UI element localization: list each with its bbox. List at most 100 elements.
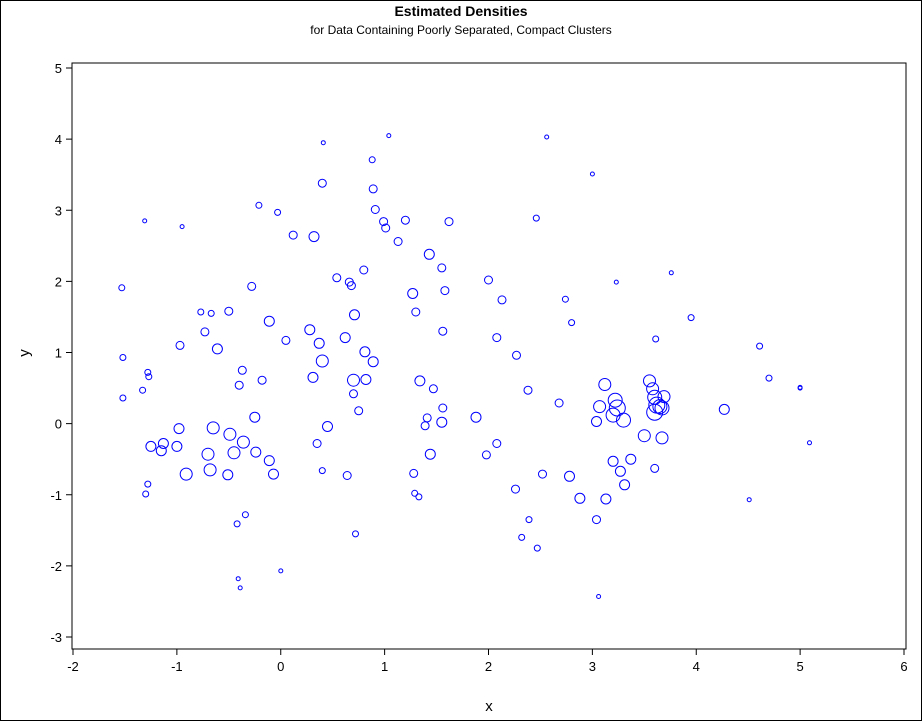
data-point xyxy=(423,248,435,260)
data-point xyxy=(470,411,482,423)
data-point xyxy=(313,337,325,349)
x-axis-label: x xyxy=(485,698,493,715)
data-point xyxy=(591,416,602,427)
data-point xyxy=(200,327,210,337)
chart-title: Estimated Densities xyxy=(394,3,527,19)
data-point xyxy=(197,308,205,316)
data-point xyxy=(118,284,126,292)
data-point xyxy=(320,140,326,146)
chart-subtitle: for Data Containing Poorly Separated, Co… xyxy=(310,23,611,37)
data-point xyxy=(119,394,127,402)
data-point xyxy=(415,493,423,501)
data-point xyxy=(765,374,773,382)
x-tick-label: 5 xyxy=(797,659,804,674)
data-point xyxy=(359,265,369,275)
y-axis: -3 -2 -1 0 1 2 3 4 5 xyxy=(50,61,72,645)
y-tick-label: 4 xyxy=(55,132,62,147)
data-point xyxy=(227,446,241,460)
data-point xyxy=(359,346,371,358)
data-point xyxy=(354,406,364,416)
data-point xyxy=(436,416,448,428)
data-point xyxy=(654,400,670,416)
data-point xyxy=(346,281,356,291)
data-point xyxy=(554,398,564,408)
x-tick-label: 4 xyxy=(693,659,700,674)
data-point xyxy=(144,480,152,488)
data-point xyxy=(492,439,502,448)
data-point xyxy=(407,288,419,299)
y-tick-label: 1 xyxy=(55,346,62,361)
data-point xyxy=(349,389,358,399)
data-point xyxy=(352,530,359,538)
data-point xyxy=(518,533,526,541)
data-point xyxy=(511,484,520,494)
data-point xyxy=(647,389,663,405)
data-point xyxy=(668,270,674,276)
data-point xyxy=(561,295,569,303)
data-point xyxy=(322,421,333,432)
data-point xyxy=(437,263,447,273)
data-point xyxy=(236,435,250,449)
data-point xyxy=(574,492,586,504)
data-point xyxy=(347,373,360,387)
data-point xyxy=(643,374,656,388)
data-point xyxy=(646,382,660,396)
data-point xyxy=(523,385,533,395)
data-point xyxy=(370,205,380,214)
data-point xyxy=(281,335,291,345)
data-point xyxy=(142,218,148,224)
data-point xyxy=(201,447,215,461)
y-tick-label: 3 xyxy=(55,203,62,218)
data-point xyxy=(263,315,275,327)
data-point xyxy=(614,465,626,477)
data-point xyxy=(206,421,220,435)
data-point xyxy=(600,493,612,505)
data-point xyxy=(655,431,669,445)
data-point xyxy=(312,439,322,448)
data-point xyxy=(278,568,284,574)
data-point xyxy=(235,576,241,582)
x-tick-label: 1 xyxy=(381,659,388,674)
data-point xyxy=(481,450,491,460)
x-tick-label: -2 xyxy=(67,659,79,674)
data-point xyxy=(349,309,360,321)
data-point xyxy=(274,208,282,216)
data-point xyxy=(241,511,249,519)
data-point xyxy=(424,448,436,460)
data-point xyxy=(438,326,448,336)
data-point xyxy=(223,427,237,441)
data-point xyxy=(339,332,351,344)
data-point xyxy=(533,544,541,552)
data-point xyxy=(592,515,601,525)
data-point xyxy=(497,295,507,305)
data-point xyxy=(139,386,147,394)
data-point xyxy=(687,314,695,322)
data-point xyxy=(381,223,391,233)
data-point xyxy=(444,217,454,227)
data-point xyxy=(589,171,595,177)
data-point xyxy=(179,467,193,481)
data-point xyxy=(492,333,502,343)
y-tick-label: -1 xyxy=(50,488,62,503)
x-tick-label: -1 xyxy=(171,659,183,674)
data-point xyxy=(440,286,450,296)
data-point xyxy=(596,594,602,599)
data-point xyxy=(211,343,223,355)
data-point xyxy=(598,378,612,391)
data-point xyxy=(233,520,241,528)
data-point xyxy=(428,384,438,394)
data-point xyxy=(145,440,157,452)
y-tick-label: -3 xyxy=(50,630,62,645)
data-point xyxy=(650,463,660,473)
x-tick-label: 0 xyxy=(277,659,284,674)
data-point xyxy=(564,470,575,482)
y-tick-label: 2 xyxy=(55,274,62,289)
data-point xyxy=(807,440,812,446)
data-point xyxy=(268,468,279,480)
data-point xyxy=(568,319,576,327)
y-axis-label: y xyxy=(16,349,33,357)
data-point xyxy=(438,403,448,413)
data-point xyxy=(532,214,540,222)
data-point xyxy=(234,380,244,390)
